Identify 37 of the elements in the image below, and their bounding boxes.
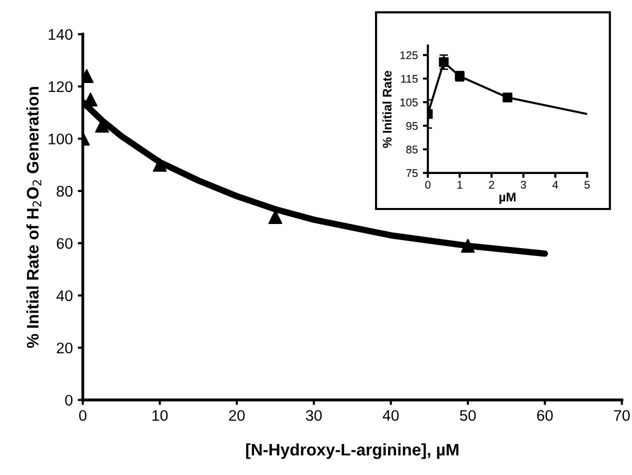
x-tick-label: 2 (489, 180, 494, 189)
y-tick-label: 120 (48, 81, 72, 92)
y-axis-title: % Initial Rate (382, 70, 392, 148)
x-tick-label: 10 (152, 410, 168, 421)
y-tick-label: 75 (406, 169, 418, 178)
y-tick-label: 105 (400, 98, 418, 106)
y-tick-label: 85 (406, 146, 418, 154)
point (438, 57, 449, 67)
x-tick-label: 1 (457, 180, 462, 189)
x-tick-label: 3 (520, 180, 526, 189)
x-axis-title: µM (500, 192, 516, 204)
x-tick-label: 50 (460, 410, 476, 421)
x-tick-label: 4 (552, 180, 558, 189)
y-tick-label: 115 (401, 74, 418, 83)
point (152, 158, 167, 172)
point (460, 238, 475, 253)
y-tick-label: 40 (56, 290, 72, 302)
y-tick-label: 60 (56, 238, 72, 249)
y-tick-label: 125 (400, 51, 418, 60)
y-tick-label: 20 (56, 342, 72, 354)
y-tick-label: 80 (56, 186, 72, 197)
x-tick-label: 30 (306, 410, 322, 421)
x-tick-label: 0 (79, 410, 86, 421)
y-axis-title: % Initial Rate of H$_{2}$O$_{2}$ Generation (26, 86, 42, 348)
x-axis-title: [N-Hydroxy-L-arginine], µM (246, 443, 458, 459)
x-tick-label: 70 (614, 410, 630, 421)
x-tick-label: 0 (425, 180, 431, 189)
point (502, 92, 512, 102)
x-tick-label: 5 (584, 180, 590, 189)
x-tick-label: 40 (382, 410, 399, 421)
y-tick-label: 140 (48, 29, 72, 40)
x-tick-label: 20 (229, 410, 245, 421)
point (268, 210, 282, 224)
x-tick-label: 60 (537, 410, 553, 421)
y-tick-label: 0 (65, 394, 72, 406)
y-tick-label: 95 (406, 122, 418, 130)
y-tick-label: 100 (48, 134, 72, 144)
